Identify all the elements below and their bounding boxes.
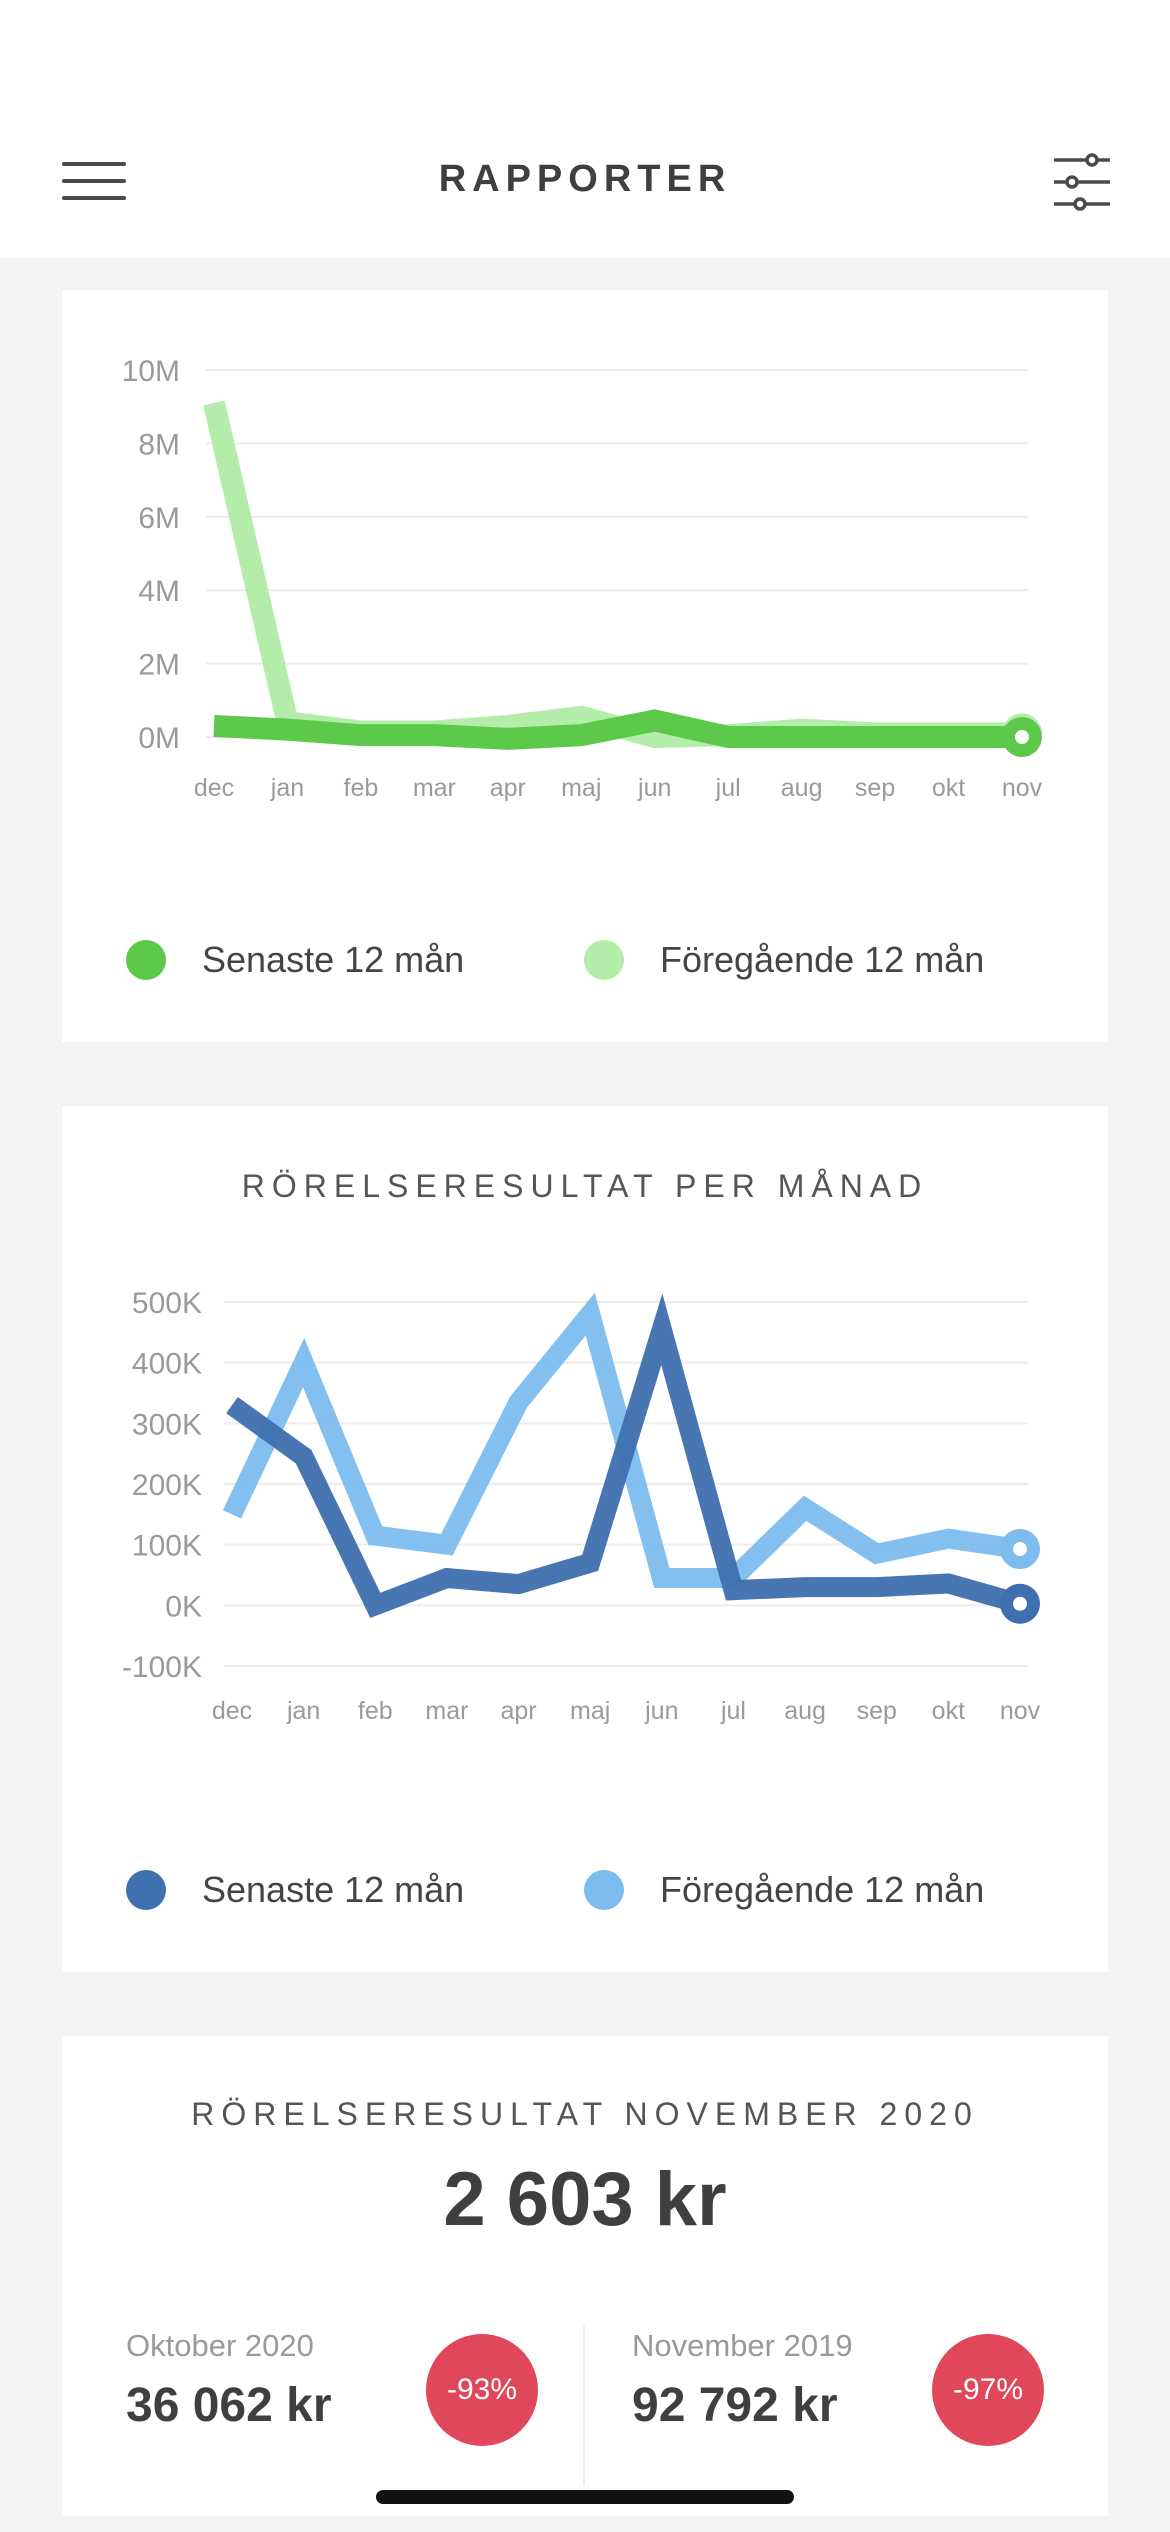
y-tick-label: 10M bbox=[122, 355, 180, 388]
summary-title: RÖRELSERESULTAT NOVEMBER 2020 bbox=[191, 2096, 979, 2132]
legend-label: Senaste 12 mån bbox=[202, 939, 465, 980]
y-tick-label: -100K bbox=[122, 1651, 202, 1684]
operating-result-summary-card: RÖRELSERESULTAT NOVEMBER 2020 2 603 kr O… bbox=[62, 2036, 1108, 2516]
series-end-marker-center bbox=[1013, 1542, 1027, 1557]
legend-label: Senaste 12 mån bbox=[202, 1869, 465, 1910]
x-tick-label: jun bbox=[644, 1697, 678, 1725]
x-tick-label: okt bbox=[932, 1697, 965, 1725]
y-tick-label: 0M bbox=[138, 722, 180, 755]
compare-previous-year: November 2019 92 792 kr bbox=[632, 2328, 853, 2433]
x-tick-label: aug bbox=[784, 1697, 826, 1725]
compare-label: Oktober 2020 bbox=[126, 2328, 314, 2363]
home-indicator bbox=[376, 2490, 794, 2504]
revenue-chart-legend: Senaste 12 mån Föregående 12 mån bbox=[62, 930, 1108, 990]
app-header: RAPPORTER bbox=[0, 0, 1170, 258]
x-tick-label: apr bbox=[500, 1697, 536, 1725]
y-tick-label: 400K bbox=[132, 1348, 202, 1381]
hamburger-menu-icon[interactable] bbox=[62, 162, 126, 200]
legend-dot bbox=[126, 1870, 166, 1910]
legend-dot bbox=[584, 940, 624, 980]
x-tick-label: jun bbox=[637, 774, 671, 802]
y-tick-label: 500K bbox=[132, 1287, 202, 1320]
series-line-latest bbox=[213, 709, 1022, 750]
x-tick-label: dec bbox=[212, 1697, 252, 1725]
x-tick-label: feb bbox=[344, 774, 379, 802]
x-tick-label: nov bbox=[1000, 1697, 1041, 1725]
series-line-previous bbox=[203, 400, 1022, 749]
legend-label: Föregående 12 mån bbox=[660, 1869, 985, 1910]
compare-value: 36 062 kr bbox=[126, 2379, 332, 2432]
revenue-line-chart: 10M 8M 6M 4M 2M 0M dec jan feb mar apr maj jun jul aug… bbox=[122, 355, 1043, 802]
x-tick-label: jul bbox=[720, 1697, 746, 1725]
compare-previous-month: Oktober 2020 36 062 kr bbox=[126, 2328, 332, 2433]
sliders-filter-icon[interactable] bbox=[1052, 152, 1112, 212]
x-tick-label: dec bbox=[194, 774, 234, 802]
operating-result-chart-card: RÖRELSERESULTAT PER MÅNAD 500K 400K 300K 20… bbox=[62, 1106, 1108, 1972]
x-tick-label: sep bbox=[855, 774, 895, 802]
chart-title: RÖRELSERESULTAT PER MÅNAD bbox=[241, 1168, 929, 1204]
y-tick-label: 0K bbox=[165, 1590, 202, 1623]
compare-label: November 2019 bbox=[632, 2328, 853, 2363]
change-badge: -93% bbox=[426, 2334, 538, 2446]
x-tick-label: maj bbox=[561, 774, 601, 802]
y-tick-label: 100K bbox=[132, 1530, 202, 1563]
legend-dot bbox=[126, 940, 166, 980]
divider bbox=[583, 2326, 585, 2486]
y-tick-label: 6M bbox=[138, 502, 180, 535]
series-end-marker-center bbox=[1015, 730, 1029, 744]
x-tick-label: mar bbox=[425, 1697, 468, 1725]
x-tick-label: nov bbox=[1002, 774, 1043, 802]
y-tick-label: 200K bbox=[132, 1469, 202, 1502]
y-tick-label: 4M bbox=[138, 575, 180, 608]
x-tick-label: feb bbox=[358, 1697, 393, 1725]
series-line-latest bbox=[226, 1293, 1023, 1618]
x-tick-label: jul bbox=[715, 774, 741, 802]
y-tick-label: 8M bbox=[138, 428, 180, 461]
legend-dot bbox=[584, 1870, 624, 1910]
x-tick-label: jan bbox=[286, 1697, 320, 1725]
y-tick-label: 300K bbox=[132, 1408, 202, 1441]
x-tick-label: apr bbox=[490, 774, 526, 802]
operating-result-legend: Senaste 12 mån Föregående 12 mån bbox=[62, 1860, 1108, 1920]
x-tick-label: mar bbox=[413, 774, 456, 802]
summary-value: 2 603 kr bbox=[443, 2157, 727, 2242]
x-tick-label: maj bbox=[570, 1697, 610, 1725]
x-tick-label: jan bbox=[270, 774, 304, 802]
series-end-marker-center bbox=[1013, 1596, 1027, 1611]
revenue-chart-card: 10M 8M 6M 4M 2M 0M dec jan feb mar apr maj jun jul aug… bbox=[62, 290, 1108, 1042]
x-tick-label: sep bbox=[857, 1697, 897, 1725]
page-title: RAPPORTER bbox=[438, 158, 732, 200]
y-tick-label: 2M bbox=[138, 649, 180, 682]
x-tick-label: okt bbox=[932, 774, 965, 802]
change-badge: -97% bbox=[932, 2334, 1044, 2446]
operating-result-line-chart: 500K 400K 300K 200K 100K 0K -100K dec jan feb mar a… bbox=[122, 1287, 1041, 1725]
compare-value: 92 792 kr bbox=[632, 2379, 838, 2432]
x-tick-label: aug bbox=[781, 774, 823, 802]
legend-label: Föregående 12 mån bbox=[660, 939, 985, 980]
